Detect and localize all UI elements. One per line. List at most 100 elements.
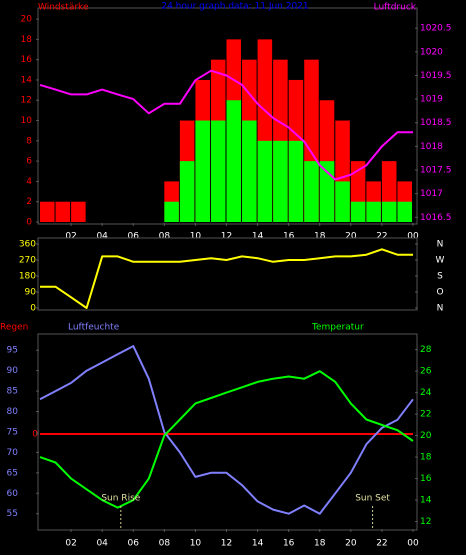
plot-frame (37, 7, 418, 225)
x-tick-label: 08 (159, 539, 171, 549)
y-tick-label: 360 (19, 240, 36, 250)
axis-label: Regen (0, 323, 28, 333)
axis-label: Luftfeuchte (68, 323, 120, 333)
x-tick-label: 16 (283, 232, 295, 242)
y2-tick-label: 1019 (420, 95, 443, 105)
bar (242, 120, 257, 222)
y2-tick-label: W (436, 256, 445, 266)
x-tick-label: 04 (96, 232, 108, 242)
y-tick-label: 270 (19, 256, 36, 266)
x-tick-label: 22 (376, 232, 387, 242)
x-tick-label: 00 (407, 539, 419, 549)
x-tick-label: 06 (128, 232, 140, 242)
y-tick-label: 2 (26, 197, 32, 207)
bar (164, 201, 179, 222)
y2-tick-label: 18 (420, 453, 432, 463)
y-tick-label: 10 (21, 116, 33, 126)
y-tick-label: 0 (30, 304, 36, 314)
axis-label: Windstärke (38, 3, 89, 13)
y-tick-label: 75 (7, 427, 18, 437)
x-tick-label: 00 (407, 232, 419, 242)
line (39, 69, 413, 181)
line (39, 345, 414, 515)
y2-tick-label: 1020.5 (420, 24, 452, 34)
y2-tick-label: 14 (420, 496, 432, 506)
x-tick-label: 06 (128, 539, 140, 549)
y2-tick-label: 24 (420, 388, 432, 398)
bar (335, 181, 350, 222)
chart-title: 24 hour graph data: 11 Jun 2021 (161, 2, 308, 12)
x-tick-label: 22 (376, 539, 387, 549)
x-tick-label: 12 (221, 232, 232, 242)
y-tick-label: 95 (7, 346, 18, 356)
bar (397, 201, 412, 222)
bar (288, 140, 304, 222)
bar (179, 161, 195, 222)
y-tick-label: 55 (7, 509, 18, 519)
y2-tick-label: 1019.5 (420, 71, 452, 81)
x-tick-label: 16 (283, 539, 295, 549)
y-tick-label: 12 (21, 96, 32, 106)
y3-tick-label: 0 (32, 430, 38, 440)
line (40, 248, 413, 309)
y-tick-label: 90 (7, 366, 19, 376)
y-tick-label: 20 (21, 15, 33, 25)
axis-label: Temperatur (311, 323, 364, 333)
x-tick-label: 18 (314, 539, 326, 549)
x-tick-label: 14 (252, 539, 264, 549)
bar (40, 201, 55, 222)
y-tick-label: 180 (19, 272, 36, 282)
bar (273, 140, 288, 222)
bar (381, 201, 397, 222)
axis-label: Luftdruck (374, 3, 417, 13)
y-tick-label: 16 (21, 55, 33, 65)
y2-tick-label: N (437, 304, 444, 314)
y-tick-label: 90 (25, 288, 37, 298)
y-tick-label: 0 (26, 218, 32, 228)
bar (366, 201, 381, 222)
y-tick-label: 8 (26, 136, 32, 146)
bar (257, 140, 273, 222)
y2-tick-label: 12 (420, 517, 431, 527)
bar (226, 100, 242, 222)
x-tick-label: 08 (159, 232, 171, 242)
y2-tick-label: 1018.5 (420, 118, 452, 128)
x-tick-label: 20 (345, 232, 357, 242)
y2-tick-label: 20 (420, 431, 432, 441)
y2-tick-label: O (436, 288, 443, 298)
x-tick-label: 10 (190, 539, 202, 549)
x-tick-label: 20 (345, 539, 357, 549)
bar (350, 201, 366, 222)
annotation: Sun Set (355, 494, 390, 504)
y-tick-label: 6 (26, 157, 32, 167)
x-tick-label: 14 (252, 232, 264, 242)
x-tick-label: 12 (221, 539, 232, 549)
y-tick-label: 18 (21, 35, 33, 45)
x-tick-label: 04 (96, 539, 108, 549)
bar (210, 120, 226, 222)
y2-tick-label: 1017.5 (420, 166, 452, 176)
y2-tick-label: 28 (420, 345, 432, 355)
y-tick-label: 80 (7, 407, 19, 417)
plot-frame (37, 237, 418, 311)
line (39, 370, 414, 509)
y2-tick-label: 1016.5 (420, 213, 452, 223)
x-tick-label: 18 (314, 232, 326, 242)
x-tick-label: 10 (190, 232, 202, 242)
y-tick-label: 4 (26, 177, 32, 187)
y-tick-label: 85 (7, 387, 18, 397)
x-tick-label: 02 (65, 232, 76, 242)
y-tick-label: 65 (7, 468, 18, 478)
bar (71, 201, 86, 222)
y2-tick-label: 1020 (420, 47, 443, 57)
y2-tick-label: N (437, 240, 444, 250)
bar (55, 201, 71, 222)
y2-tick-label: 1018 (420, 142, 443, 152)
y-tick-label: 60 (7, 489, 19, 499)
bar (304, 161, 319, 222)
y-tick-label: 70 (7, 448, 19, 458)
y2-tick-label: 26 (420, 367, 432, 377)
y-tick-label: 14 (21, 75, 33, 85)
annotation: Sun Rise (101, 494, 140, 504)
